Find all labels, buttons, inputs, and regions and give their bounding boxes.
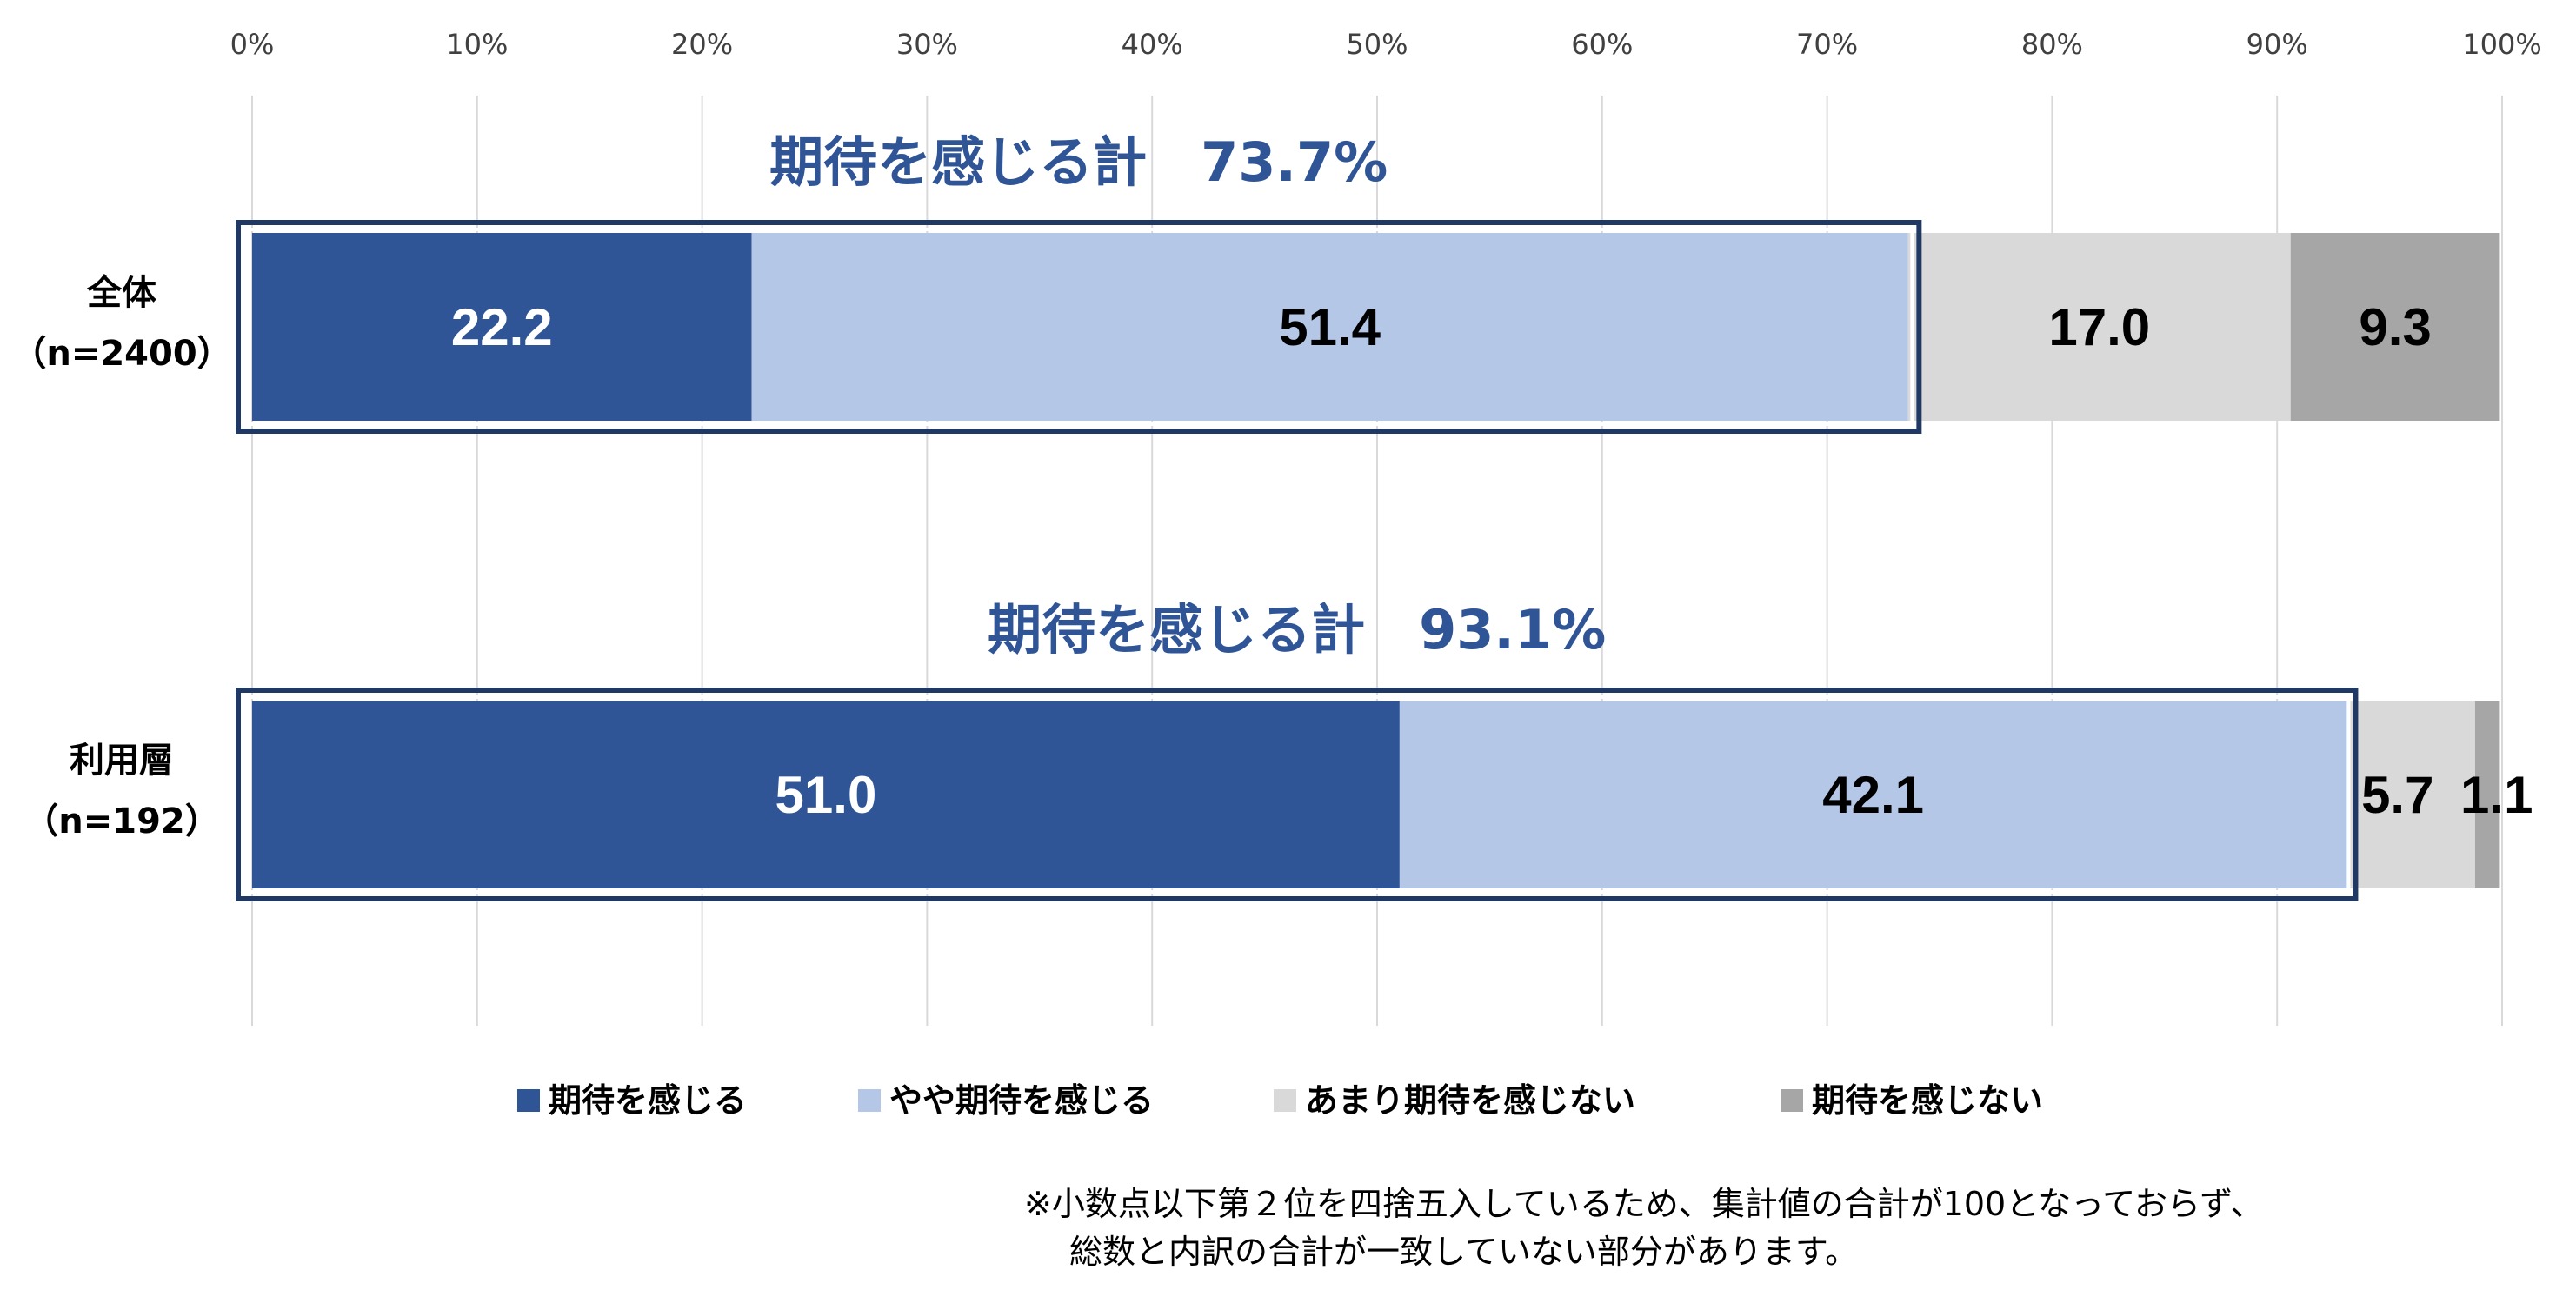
legend-label: やや期待を感じる — [889, 1081, 1154, 1120]
bar-segment — [2346, 701, 2475, 888]
category-sample-size: （n=192） — [23, 801, 220, 841]
x-tick-label: 70% — [1796, 28, 1858, 61]
highlight-box-outer — [236, 220, 1922, 434]
x-tick-label: 90% — [2247, 28, 2308, 61]
bar-segment — [2474, 701, 2500, 888]
bar-segments — [252, 233, 2500, 888]
highlight-boxes — [236, 220, 2359, 901]
data-labels: 22.2 51.4 17.0 9.3 51.0 42.1 5.7 1.1 — [451, 298, 2533, 824]
data-label: 1.1 — [2460, 766, 2533, 824]
x-tick-label: 0% — [230, 28, 275, 61]
legend-label: 期待を感じる — [549, 1081, 747, 1120]
category-label: 利用層 — [70, 741, 174, 781]
data-label: 17.0 — [2048, 298, 2150, 356]
data-label: 51.0 — [775, 766, 877, 824]
bar-segment — [252, 233, 752, 421]
x-tick-label: 10% — [446, 28, 508, 61]
x-tick-label: 20% — [671, 28, 733, 61]
legend-swatch — [858, 1089, 881, 1112]
legend-label: 期待を感じない — [1812, 1081, 2043, 1120]
bar-segment — [1907, 233, 2291, 421]
bar-segment — [1399, 701, 2347, 888]
legend-swatch — [1781, 1089, 1803, 1112]
total-annotation: 期待を感じる計 93.1% — [988, 598, 1606, 662]
data-label: 9.3 — [2359, 298, 2431, 356]
bar-segment — [252, 701, 1400, 888]
x-axis-tick-labels: 0% 10% 20% 30% 40% 50% 60% 70% 80% 90% 100% — [230, 28, 2542, 61]
footnote-line-2: 総数と内訳の合計が一致していない部分があります。 — [1069, 1233, 1858, 1271]
data-label: 5.7 — [2361, 766, 2433, 824]
data-label: 22.2 — [451, 298, 553, 356]
highlight-box-inner — [243, 695, 2351, 894]
category-sample-size: （n=2400） — [11, 334, 231, 374]
bar-segment — [751, 233, 1908, 421]
x-tick-label: 30% — [896, 28, 958, 61]
data-label: 51.4 — [1279, 298, 1381, 356]
footnote: ※小数点以下第２位を四捨五入しているため、集計値の合計が100となっておらず、 … — [1024, 1185, 2264, 1271]
legend: 期待を感じる やや期待を感じる あまり期待を感じない 期待を感じない — [517, 1081, 2043, 1120]
x-tick-label: 80% — [2021, 28, 2083, 61]
legend-label: あまり期待を感じない — [1305, 1081, 1635, 1120]
legend-swatch — [1274, 1089, 1296, 1112]
category-label: 全体 — [86, 273, 156, 313]
category-labels: 全体 （n=2400） 利用層 （n=192） — [11, 273, 231, 841]
x-tick-label: 40% — [1122, 28, 1183, 61]
data-label: 42.1 — [1822, 766, 1924, 824]
bar-segment — [2290, 233, 2500, 421]
total-annotations: 期待を感じる計 73.7% 期待を感じる計 93.1% — [769, 130, 1606, 662]
highlight-box-inner — [243, 228, 1914, 426]
x-tick-label: 50% — [1346, 28, 1408, 61]
footnote-line-1: ※小数点以下第２位を四捨五入しているため、集計値の合計が100となっておらず、 — [1024, 1185, 2264, 1223]
legend-swatch — [517, 1089, 540, 1112]
total-annotation: 期待を感じる計 73.7% — [769, 130, 1388, 194]
x-tick-label: 100% — [2462, 28, 2541, 61]
highlight-box-outer — [236, 688, 2359, 901]
x-tick-label: 60% — [1571, 28, 1633, 61]
